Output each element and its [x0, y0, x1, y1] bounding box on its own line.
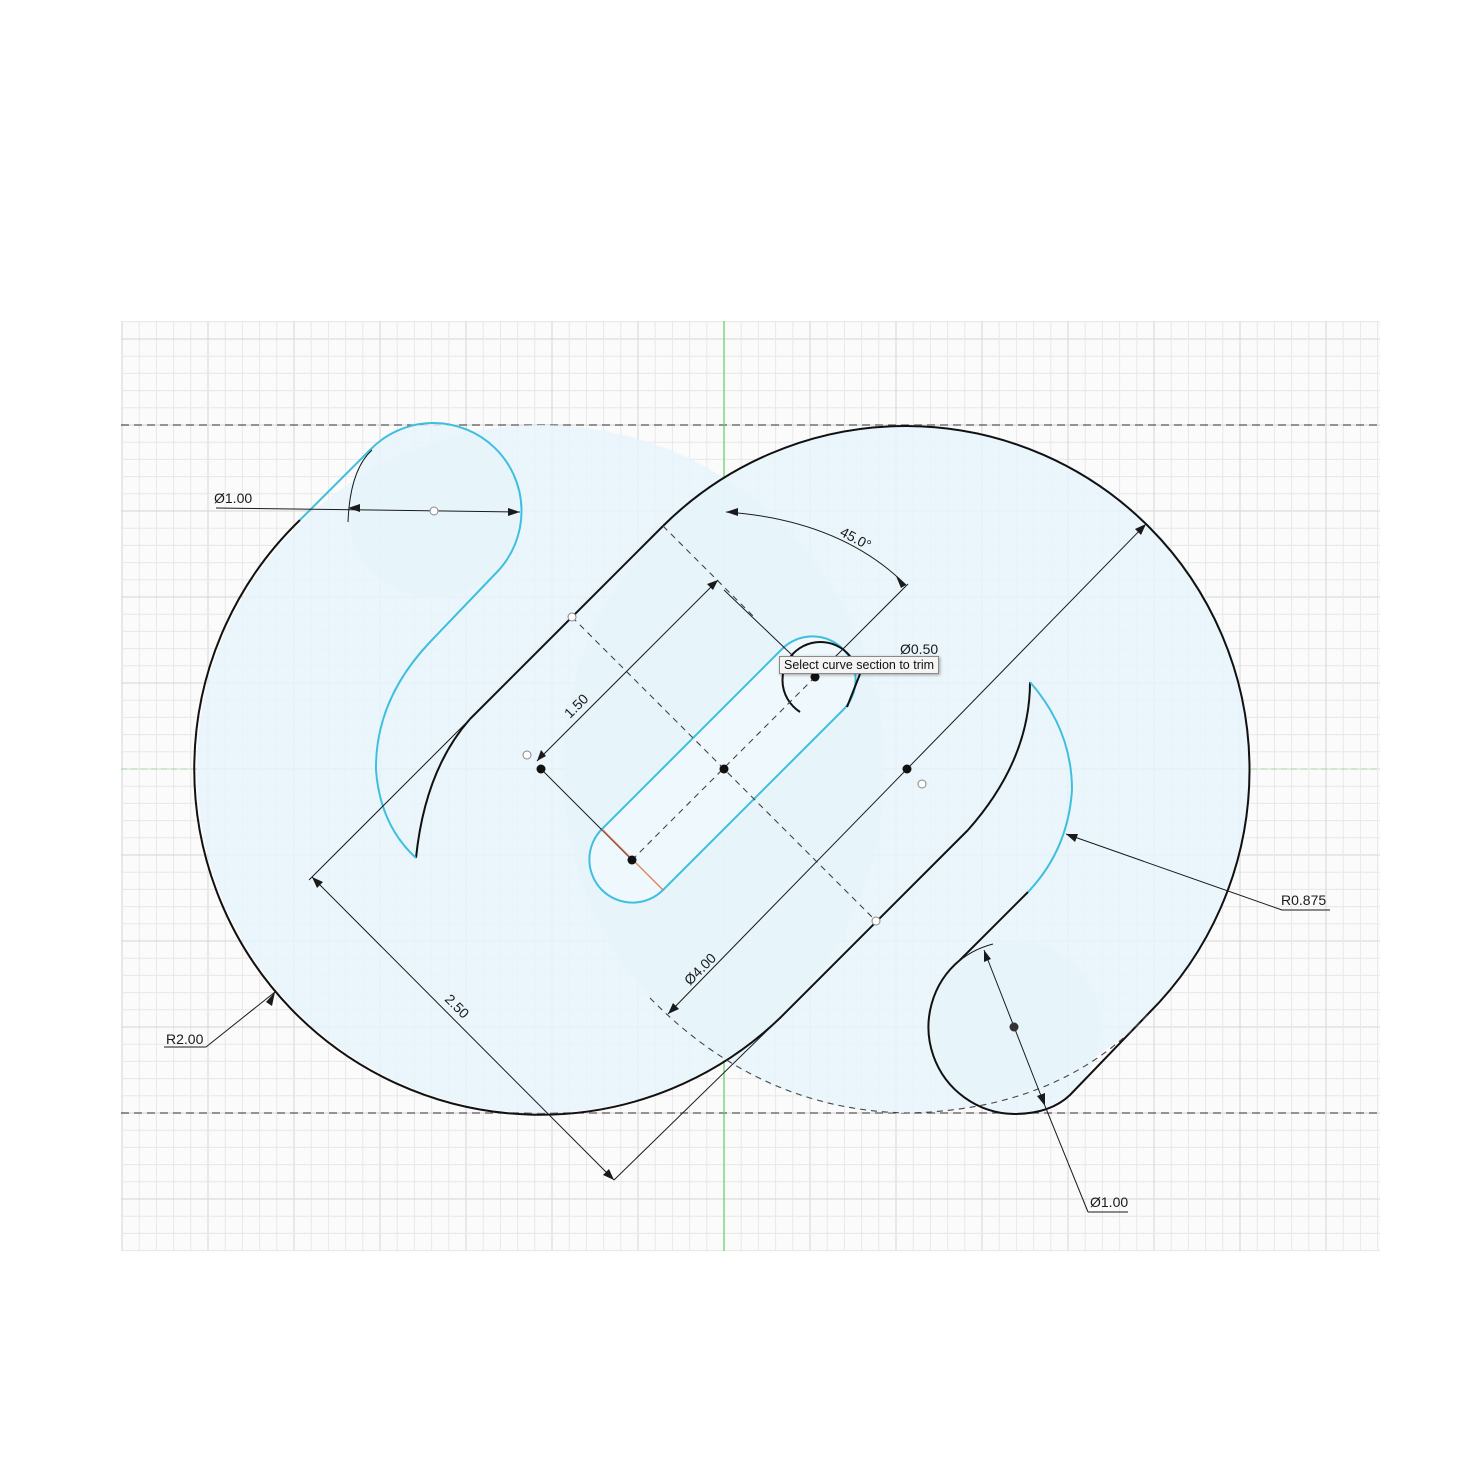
selected-curves[interactable]: [299, 421, 1074, 893]
trim-tooltip: Select curve section to trim: [779, 656, 940, 674]
slot-hole-center: [810, 672, 820, 682]
outline-profile[interactable]: [193, 425, 1251, 1116]
sketch-points[interactable]: [429, 506, 1019, 1032]
dim-dia-bottom-right[interactable]: Ø1.00: [1090, 1194, 1128, 1210]
midpoint-handle-top: [567, 612, 577, 622]
handle-left: [522, 750, 532, 760]
midpoint-handle-bottom: [871, 916, 881, 926]
dim-dia-top-left[interactable]: Ø1.00: [214, 490, 252, 506]
handle-right: [917, 779, 927, 789]
center-point-right: [902, 764, 912, 774]
origin-point: [719, 764, 729, 774]
slot-end-point: [627, 855, 637, 865]
top-circle-center: [429, 506, 439, 516]
dim-dia-small-hole[interactable]: Ø0.50: [900, 641, 938, 657]
dim-radius-cutout[interactable]: R0.875: [1281, 892, 1326, 908]
dimension-arrowheads: [266, 504, 1146, 1180]
bottom-circle-center: [1009, 1022, 1019, 1032]
dim-radius-large[interactable]: R2.00: [166, 1031, 204, 1047]
center-point-left: [536, 764, 546, 774]
